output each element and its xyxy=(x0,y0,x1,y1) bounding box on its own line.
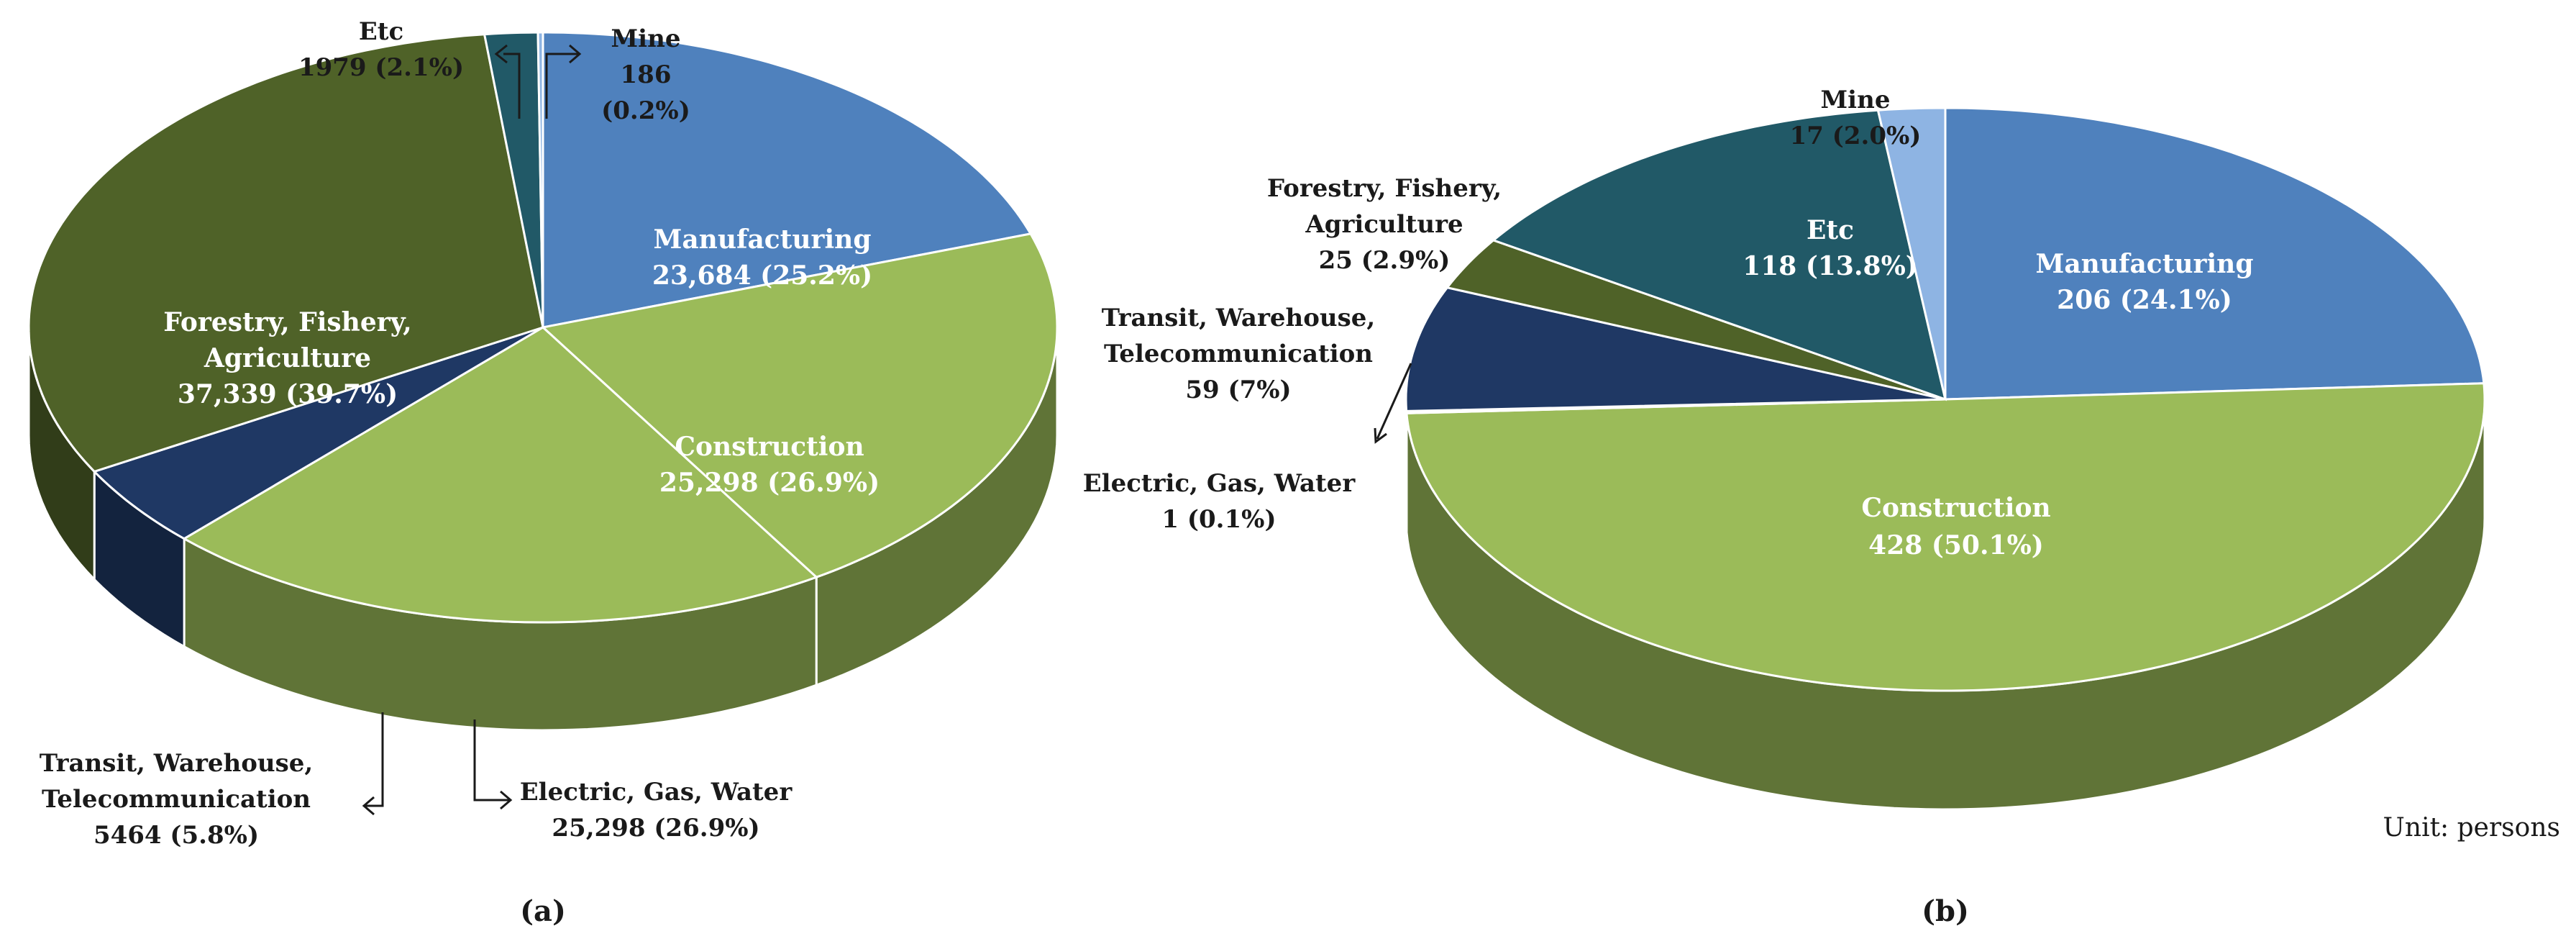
label-a-construction-value: 25,298 (26.9%) xyxy=(659,468,880,498)
label-b-manufacturing-name: Manufacturing xyxy=(2035,249,2253,279)
label-a-transit-line1: Transit, Warehouse, xyxy=(40,749,313,778)
label-a-mine-percent: (0.2%) xyxy=(601,96,690,125)
leader-a-electric xyxy=(475,719,511,800)
label-b-electric-name: Electric, Gas, Water xyxy=(1083,469,1356,498)
label-b-transit-value: 59 (7%) xyxy=(1185,376,1291,404)
label-a-transit-line2: Telecommunication xyxy=(42,785,311,814)
label-a-manufacturing-name: Manufacturing xyxy=(653,224,871,255)
label-b-manufacturing-value: 206 (24.1%) xyxy=(2057,285,2232,315)
label-b-forestry-value: 25 (2.9%) xyxy=(1319,246,1451,275)
label-b-mine-value: 17 (2.0%) xyxy=(1790,122,1922,150)
label-a-etc-name: Etc xyxy=(359,17,403,46)
label-b-electric-value: 1 (0.1%) xyxy=(1161,505,1276,534)
label-a-forestry-value: 37,339 (39.7%) xyxy=(178,379,398,409)
label-a-forestry-line1: Forestry, Fishery, xyxy=(163,307,411,337)
label-b-etc-value: 118 (13.8%) xyxy=(1743,251,1918,281)
pie-chart-b xyxy=(1406,108,2485,809)
caption-b: (b) xyxy=(1922,894,1969,928)
label-b-construction-name: Construction xyxy=(1861,493,2050,523)
label-a-electric-value: 25,298 (26.9%) xyxy=(552,814,759,843)
label-b-forestry-line1: Forestry, Fishery, xyxy=(1267,174,1502,203)
label-b-transit-line2: Telecommunication xyxy=(1104,340,1373,368)
unit-note: Unit: persons xyxy=(2383,813,2560,843)
label-a-mine-value: 186 xyxy=(621,60,672,89)
label-a-transit-value: 5464 (5.8%) xyxy=(93,821,259,850)
caption-a: (a) xyxy=(520,894,566,928)
label-a-electric-name: Electric, Gas, Water xyxy=(520,778,793,807)
label-b-etc-name: Etc xyxy=(1807,215,1854,245)
label-a-construction-name: Construction xyxy=(675,432,864,462)
label-b-mine-name: Mine xyxy=(1821,86,1891,114)
label-b-transit-line1: Transit, Warehouse, xyxy=(1102,304,1375,332)
label-a-manufacturing-value: 23,684 (25.2%) xyxy=(652,260,872,291)
label-a-mine-name: Mine xyxy=(611,24,681,53)
leader-a-transit xyxy=(365,712,383,806)
label-a-etc-value: 1979 (2.1%) xyxy=(298,53,464,82)
label-a-forestry-line2: Agriculture xyxy=(204,343,371,373)
label-b-construction-value: 428 (50.1%) xyxy=(1868,530,2044,560)
label-b-forestry-line2: Agriculture xyxy=(1305,210,1463,239)
